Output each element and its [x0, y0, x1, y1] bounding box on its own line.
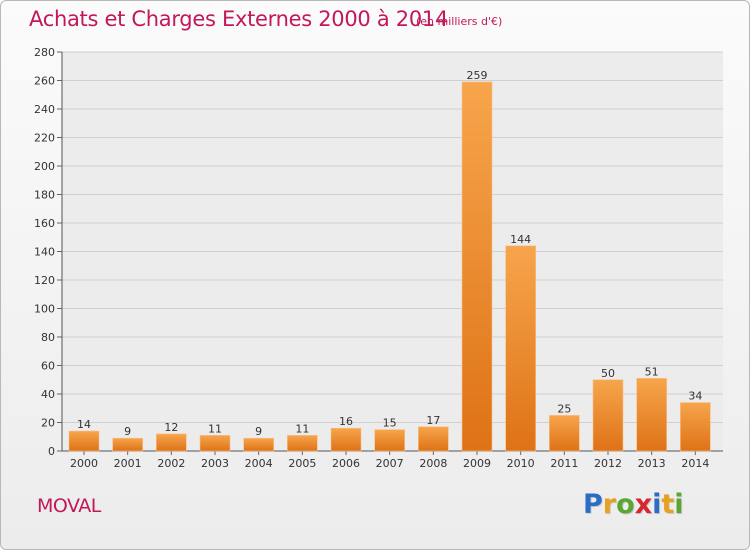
- x-tick-label: 2004: [245, 457, 273, 470]
- data-label-2004: 9: [255, 425, 262, 438]
- logo-letter: P: [583, 489, 603, 520]
- bar-2001: [112, 437, 143, 452]
- y-tick-label: 280: [34, 46, 55, 59]
- y-tick-label: 260: [34, 75, 55, 88]
- data-label-2012: 50: [601, 367, 615, 380]
- bar-2000: [68, 430, 100, 452]
- data-label-2008: 17: [426, 414, 440, 427]
- axes: 0 20 40 60 80 100 120 140 160 180 200 220 240 260 280 2…: [34, 46, 723, 470]
- data-label-2003: 11: [208, 422, 222, 435]
- logo-letter: i: [674, 489, 684, 520]
- x-tick-label: 2005: [288, 457, 316, 470]
- y-tick-label: 120: [34, 274, 55, 287]
- x-tick-label: 2013: [638, 457, 666, 470]
- data-label-2006: 16: [339, 415, 353, 428]
- y-tick-label: 140: [34, 246, 55, 259]
- data-label-2013: 51: [645, 365, 659, 378]
- logo-letter: t: [661, 489, 675, 520]
- x-tick-label: 2001: [114, 457, 142, 470]
- data-label-2011: 25: [557, 402, 571, 415]
- bar-2010: [505, 245, 536, 452]
- proxiti-logo: Proxiti: [583, 489, 684, 520]
- chart-title: Achats et Charges Externes 2000 à 2014: [29, 7, 449, 31]
- y-tick-label: 160: [34, 217, 55, 230]
- x-tick-label: 2010: [507, 457, 535, 470]
- bar-2014: [680, 402, 711, 452]
- x-tick-label: 2009: [463, 457, 491, 470]
- y-tick-label: 0: [48, 445, 55, 458]
- logo-letter: r: [602, 489, 617, 520]
- y-tick-label: 40: [41, 388, 55, 401]
- x-tick-label: 2003: [201, 457, 229, 470]
- y-tick-label: 180: [34, 189, 55, 202]
- data-labels: 14 9 12 11 9 11 16 15 17 259 144 25 50 51 34: [77, 69, 702, 438]
- y-tick-label: 220: [34, 132, 55, 145]
- logo-letter: o: [616, 489, 635, 520]
- x-tick-label: 2012: [594, 457, 622, 470]
- grid-lines: [62, 51, 723, 451]
- bar-2003: [199, 435, 231, 452]
- x-tick-label: 2014: [681, 457, 709, 470]
- data-label-2001: 9: [124, 425, 131, 438]
- bar-2007: [374, 429, 405, 452]
- data-label-2009: 259: [467, 69, 488, 82]
- data-label-2014: 34: [688, 390, 702, 403]
- y-tick-label: 20: [41, 417, 55, 430]
- bar-2004: [243, 437, 274, 452]
- bar-2012: [592, 379, 624, 452]
- logo-letter: i: [652, 489, 662, 520]
- x-tick-label: 2011: [550, 457, 578, 470]
- bar-2008: [418, 426, 449, 452]
- chart-subtitle: (en milliers d'€): [416, 15, 503, 28]
- data-label-2010: 144: [510, 233, 531, 246]
- bar-2005: [287, 435, 318, 452]
- data-label-2007: 15: [383, 417, 397, 430]
- x-tick-label: 2006: [332, 457, 360, 470]
- data-label-2002: 12: [164, 421, 178, 434]
- y-tick-label: 60: [41, 360, 55, 373]
- x-tick-label: 2002: [157, 457, 185, 470]
- data-label-2005: 11: [295, 422, 309, 435]
- y-tick-label: 200: [34, 160, 55, 173]
- bar-2013: [636, 378, 667, 452]
- x-tick-label: 2000: [70, 457, 98, 470]
- bar-2002: [156, 433, 187, 452]
- x-tick-label: 2008: [419, 457, 447, 470]
- bar-2006: [330, 427, 362, 452]
- commune-name: MOVAL: [37, 495, 101, 517]
- bar-2011: [549, 415, 580, 452]
- data-label-2000: 14: [77, 418, 91, 431]
- bar-2009: [461, 81, 493, 452]
- y-tick-label: 240: [34, 103, 55, 116]
- logo-letter: x: [634, 489, 653, 520]
- y-tick-label: 80: [41, 331, 55, 344]
- y-tick-label: 100: [34, 303, 55, 316]
- bars: [68, 81, 711, 452]
- x-tick-label: 2007: [376, 457, 404, 470]
